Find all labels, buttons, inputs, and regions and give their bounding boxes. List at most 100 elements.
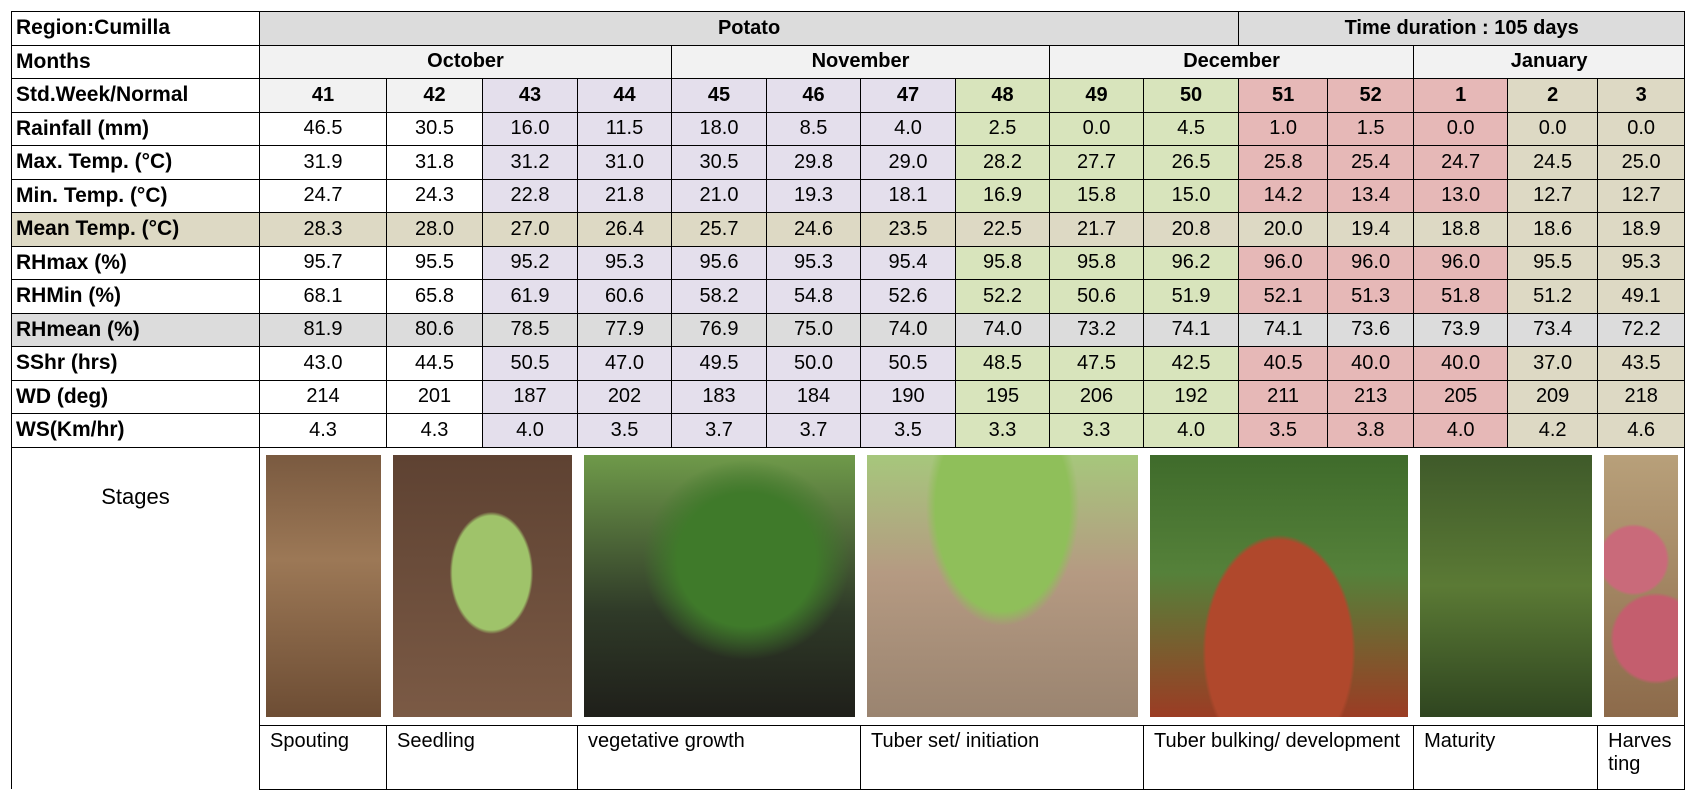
value-cell: 14.2	[1239, 179, 1328, 213]
value-cell: 43.5	[1598, 347, 1685, 381]
stage-image-cell	[260, 447, 387, 725]
table-row: Stages	[12, 447, 1685, 725]
stage-image	[867, 455, 1138, 717]
stage-name: Harvesting	[1598, 725, 1685, 789]
value-cell: 13.0	[1414, 179, 1508, 213]
value-cell: 4.3	[260, 414, 387, 448]
value-cell: 12.7	[1508, 179, 1598, 213]
month: December	[1050, 45, 1414, 79]
value-cell: 74.0	[956, 313, 1050, 347]
value-cell: 95.4	[861, 246, 956, 280]
value-cell: 42.5	[1144, 347, 1239, 381]
week-label: Std.Week/Normal	[12, 79, 260, 113]
value-cell: 20.8	[1144, 213, 1239, 247]
value-cell: 51.2	[1508, 280, 1598, 314]
stage-image-cell	[578, 447, 861, 725]
value-cell: 96.0	[1328, 246, 1414, 280]
value-cell: 75.0	[767, 313, 861, 347]
value-cell: 58.2	[672, 280, 767, 314]
value-cell: 4.5	[1144, 112, 1239, 146]
value-cell: 72.2	[1598, 313, 1685, 347]
value-cell: 95.5	[387, 246, 483, 280]
week: 46	[767, 79, 861, 113]
stage-name: Tuber bulking/ development	[1144, 725, 1414, 789]
value-cell: 40.0	[1414, 347, 1508, 381]
value-cell: 95.5	[1508, 246, 1598, 280]
value-cell: 29.8	[767, 146, 861, 180]
value-cell: 18.9	[1598, 213, 1685, 247]
value-cell: 21.8	[578, 179, 672, 213]
value-cell: 22.8	[483, 179, 578, 213]
value-cell: 25.8	[1239, 146, 1328, 180]
value-cell: 3.3	[956, 414, 1050, 448]
value-cell: 26.5	[1144, 146, 1239, 180]
value-cell: 4.0	[1144, 414, 1239, 448]
value-cell: 96.0	[1414, 246, 1508, 280]
value-cell: 21.7	[1050, 213, 1144, 247]
value-cell: 3.8	[1328, 414, 1414, 448]
row-label: RHmax (%)	[12, 246, 260, 280]
value-cell: 192	[1144, 380, 1239, 414]
value-cell: 15.0	[1144, 179, 1239, 213]
month: October	[260, 45, 672, 79]
value-cell: 27.7	[1050, 146, 1144, 180]
month: November	[672, 45, 1050, 79]
value-cell: 24.7	[260, 179, 387, 213]
value-cell: 95.3	[1598, 246, 1685, 280]
value-cell: 18.0	[672, 112, 767, 146]
week: 52	[1328, 79, 1414, 113]
week: 47	[861, 79, 956, 113]
value-cell: 18.1	[861, 179, 956, 213]
value-cell: 3.3	[1050, 414, 1144, 448]
value-cell: 184	[767, 380, 861, 414]
value-cell: 49.5	[672, 347, 767, 381]
value-cell: 40.5	[1239, 347, 1328, 381]
value-cell: 95.6	[672, 246, 767, 280]
value-cell: 18.8	[1414, 213, 1508, 247]
week: 48	[956, 79, 1050, 113]
week: 50	[1144, 79, 1239, 113]
stage-name: vegetative growth	[578, 725, 861, 789]
value-cell: 4.0	[1414, 414, 1508, 448]
value-cell: 50.5	[483, 347, 578, 381]
value-cell: 3.7	[672, 414, 767, 448]
value-cell: 13.4	[1328, 179, 1414, 213]
value-cell: 22.5	[956, 213, 1050, 247]
value-cell: 24.5	[1508, 146, 1598, 180]
row-label: WS(Km/hr)	[12, 414, 260, 448]
row-label: RHMin (%)	[12, 280, 260, 314]
value-cell: 187	[483, 380, 578, 414]
value-cell: 40.0	[1328, 347, 1414, 381]
value-cell: 61.9	[483, 280, 578, 314]
row-label: Max. Temp. (°C)	[12, 146, 260, 180]
value-cell: 4.0	[861, 112, 956, 146]
value-cell: 95.3	[767, 246, 861, 280]
row-label: RHmean (%)	[12, 313, 260, 347]
value-cell: 31.8	[387, 146, 483, 180]
value-cell: 4.6	[1598, 414, 1685, 448]
months-label: Months	[12, 45, 260, 79]
value-cell: 0.0	[1508, 112, 1598, 146]
value-cell: 80.6	[387, 313, 483, 347]
value-cell: 11.5	[578, 112, 672, 146]
value-cell: 95.3	[578, 246, 672, 280]
value-cell: 16.9	[956, 179, 1050, 213]
value-cell: 76.9	[672, 313, 767, 347]
value-cell: 95.7	[260, 246, 387, 280]
stage-name: Maturity	[1414, 725, 1598, 789]
value-cell: 31.0	[578, 146, 672, 180]
value-cell: 25.7	[672, 213, 767, 247]
value-cell: 0.0	[1050, 112, 1144, 146]
value-cell: 0.0	[1598, 112, 1685, 146]
value-cell: 95.8	[1050, 246, 1144, 280]
value-cell: 51.9	[1144, 280, 1239, 314]
value-cell: 77.9	[578, 313, 672, 347]
value-cell: 47.5	[1050, 347, 1144, 381]
row-label: Mean Temp. (°C)	[12, 213, 260, 247]
